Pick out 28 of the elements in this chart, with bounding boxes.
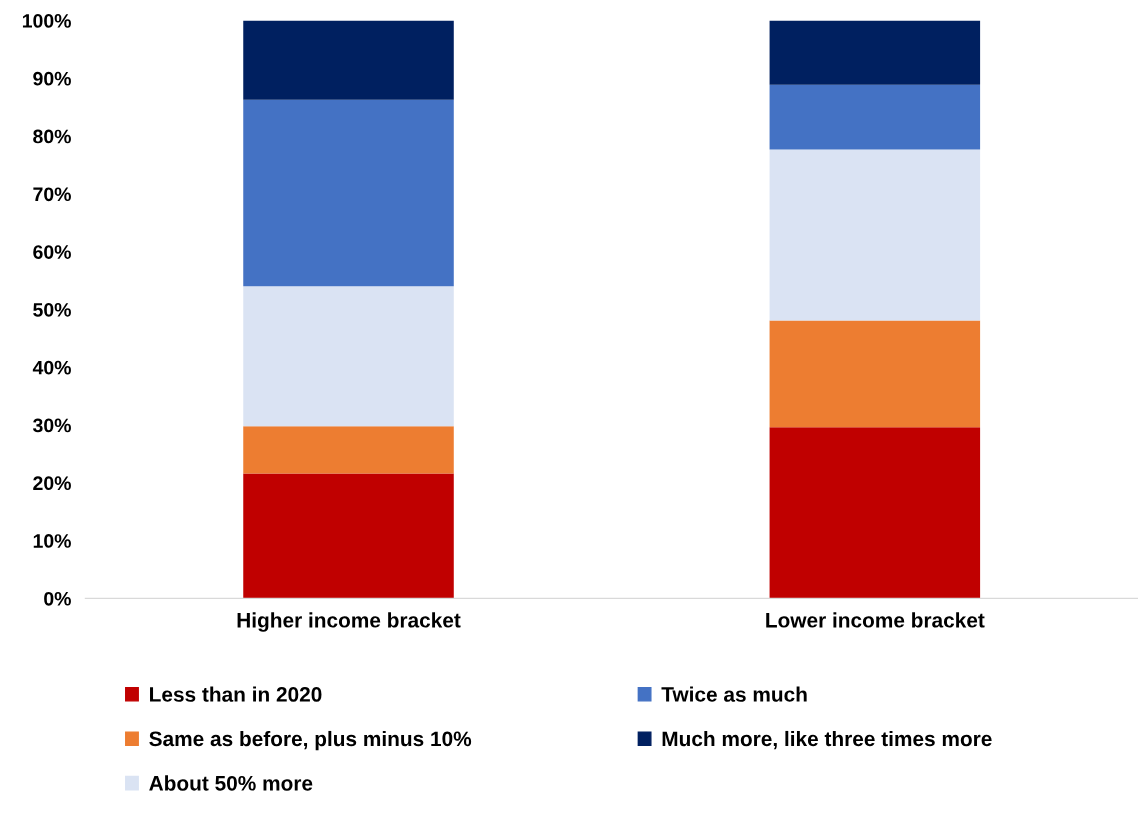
bar bbox=[769, 320, 981, 428]
bar bbox=[243, 99, 454, 287]
bar bbox=[769, 149, 981, 321]
legend-label: Twice as much bbox=[661, 686, 807, 702]
bar bbox=[243, 20, 454, 100]
y-tick-label: 10% bbox=[33, 534, 71, 548]
x-tick-label: Lower income bracket bbox=[766, 612, 985, 628]
y-tick-label: 50% bbox=[33, 302, 71, 317]
legend-label: Less than in 2020 bbox=[150, 686, 322, 702]
legend-label: About 50% more bbox=[149, 775, 313, 791]
y-tick-label: 80% bbox=[33, 129, 71, 144]
legend-label: Same as before, plus minus 10% bbox=[149, 730, 472, 751]
y-tick-label: 30% bbox=[32, 418, 71, 433]
y-tick-label: 100% bbox=[22, 14, 71, 28]
bar bbox=[243, 426, 454, 474]
y-tick-label: 20% bbox=[33, 476, 71, 491]
legend-label: Much more, like three times more bbox=[662, 730, 992, 750]
x-tick-label: Higher income bracket bbox=[237, 612, 461, 632]
y-tick-label: 60% bbox=[33, 245, 71, 259]
bar bbox=[769, 427, 981, 599]
y-tick-label: 90% bbox=[33, 71, 71, 86]
bar bbox=[769, 84, 981, 150]
y-tick-label: 0% bbox=[44, 591, 71, 606]
y-tick-label: 40% bbox=[32, 360, 71, 375]
bar bbox=[769, 20, 981, 85]
bar bbox=[243, 286, 454, 427]
y-tick-label: 70% bbox=[33, 187, 71, 202]
bar bbox=[243, 473, 454, 599]
